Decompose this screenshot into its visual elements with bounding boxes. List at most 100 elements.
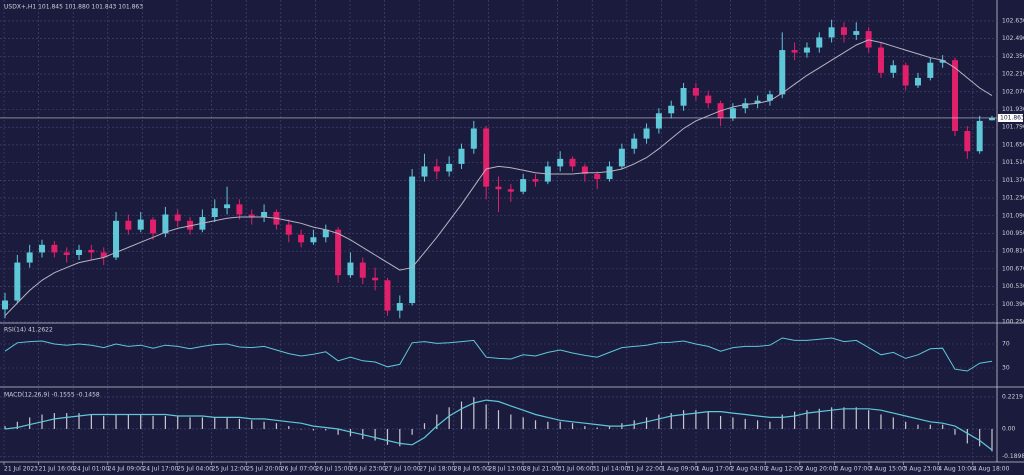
last-price-box [998, 113, 1023, 122]
y-tick-label: 101.790 [1002, 124, 1024, 131]
candle-body [606, 166, 613, 180]
macd-bar [140, 414, 142, 429]
y-tick-label: 101.230 [1002, 195, 1024, 202]
macd-bar [423, 423, 426, 429]
macd-bar [559, 421, 561, 429]
last-price-label: 101.863 [1000, 114, 1024, 121]
candle-body [692, 88, 699, 96]
y-tick-label: 101.370 [1002, 177, 1024, 184]
candle-body [729, 108, 736, 119]
macd-bar [127, 414, 129, 429]
candle-body [853, 31, 860, 35]
macd-bar [608, 426, 611, 429]
macd-bar [596, 427, 598, 429]
macd-bar [855, 407, 857, 429]
macd-bar [115, 414, 117, 429]
candle-body [113, 220, 120, 258]
x-tick-label: 25 Jul 20:00 [246, 466, 282, 473]
candle-body [840, 27, 847, 35]
candle-body [298, 234, 305, 243]
candle-body [396, 303, 403, 311]
x-tick-label: 27 Jul 10:00 [385, 466, 421, 473]
y-tick-label: 102.630 [1002, 17, 1024, 24]
macd-bar [806, 410, 808, 429]
macd-bar [719, 415, 722, 429]
candle-body [754, 100, 761, 104]
candle-body [39, 244, 46, 253]
macd-bar [534, 420, 537, 429]
macd-bar [152, 415, 154, 429]
y-tick-label: 102.210 [1002, 71, 1024, 78]
candle-body [236, 204, 243, 215]
macd-bar [547, 421, 549, 429]
x-tick-label: 21 Jul 2023 [4, 466, 38, 473]
candle-body [322, 229, 329, 238]
candle-body [446, 163, 453, 172]
candle-body [310, 237, 317, 243]
candle-body [14, 262, 21, 301]
candle-body [964, 131, 971, 152]
candle-body [483, 128, 490, 187]
macd-bar [349, 428, 352, 437]
macd-bar [103, 415, 105, 429]
y-tick-label: 30 [1002, 365, 1010, 372]
candle-body [976, 120, 983, 152]
candle-body [705, 95, 712, 104]
macd-bar [485, 404, 487, 429]
candle-body [433, 166, 440, 172]
macd-bar [473, 397, 475, 429]
macd-bar [90, 414, 92, 429]
macd-bar [831, 407, 833, 429]
candle-body [766, 94, 773, 101]
candle-body [865, 31, 872, 48]
macd-bar [386, 428, 389, 445]
y-tick-label: 100.530 [1002, 283, 1024, 290]
candle-body [261, 211, 268, 218]
macd-bar [337, 428, 339, 435]
candle-body [359, 262, 366, 278]
x-tick-label: 4 Aug 18:00 [973, 466, 1010, 473]
candle-body [458, 148, 465, 164]
x-tick-label: 25 Jul 12:00 [212, 466, 248, 473]
candle-body [914, 77, 921, 86]
candle-body [569, 158, 576, 167]
macd-bar [954, 428, 956, 435]
x-tick-label: 21 Jul 16:00 [39, 466, 75, 473]
macd-bar [584, 426, 586, 429]
macd-bar [226, 417, 228, 429]
y-tick-label: 100.250 [1002, 319, 1024, 326]
macd-bar [164, 415, 166, 429]
macd-bar [843, 407, 845, 429]
macd-bar [695, 410, 697, 429]
macd-bar [411, 428, 413, 435]
macd-bar [300, 428, 302, 430]
macd-bar [78, 413, 80, 429]
candle-body [618, 148, 625, 167]
candle-body [742, 103, 749, 109]
candle-body [174, 214, 181, 221]
x-tick-label: 3 Aug 07:00 [834, 466, 871, 473]
y-tick-label: 70 [1002, 341, 1010, 348]
candle-body [951, 60, 958, 132]
candle-body [643, 128, 650, 139]
macd-bar [312, 428, 315, 431]
macd-bar [66, 413, 68, 429]
y-tick-label: 101.930 [1002, 106, 1024, 113]
candle-body [470, 128, 477, 149]
candle-body [162, 214, 169, 234]
candle-body [125, 220, 132, 230]
candle-body [495, 186, 502, 190]
candle-body [76, 249, 83, 255]
candle-body [372, 277, 379, 281]
macd-bar [917, 424, 919, 429]
macd-bar [756, 420, 759, 429]
macd-bar [4, 426, 6, 429]
candle-body [890, 65, 897, 73]
y-tick-label: -0.1898 [1002, 453, 1024, 460]
x-tick-label: 31 Jul 06:00 [558, 466, 594, 473]
x-tick-label: 28 Jul 13:00 [488, 466, 524, 473]
macd-bar [288, 426, 290, 429]
macd-bar [510, 414, 512, 429]
